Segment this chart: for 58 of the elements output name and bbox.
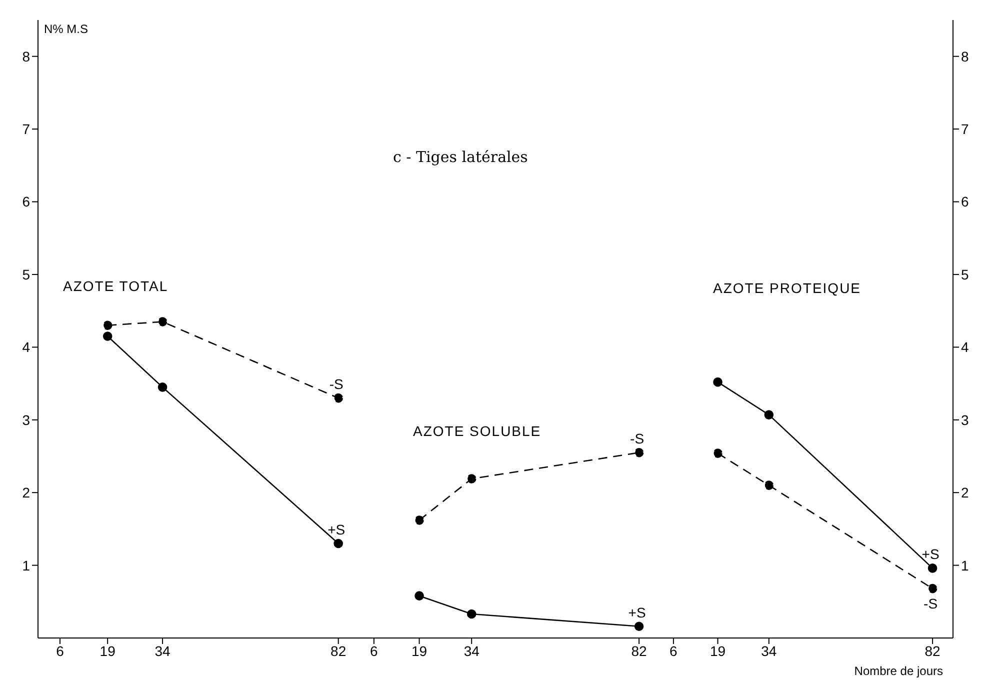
y-tick-label: 6 [22,194,30,210]
x-tick-label: 82 [330,642,346,659]
y2-tick-label: 4 [961,339,969,356]
y2-tick-label: 7 [961,121,969,138]
y2-tick-label: 2 [961,484,969,501]
y2-tick-label: 3 [961,412,969,428]
x-tick-label: 19 [100,642,116,659]
point [414,516,424,525]
x-tick-label: 82 [631,642,648,659]
point [334,538,343,548]
point [713,448,722,458]
point [764,410,774,420]
point [634,448,644,458]
y-tick-label: 5 [22,266,30,282]
point [102,320,112,330]
y-tick-label: 3 [22,412,30,428]
y-axis-title: N% M.S [44,22,88,36]
point [713,377,722,387]
point [334,393,343,403]
point [102,332,112,341]
x-axis-title: Nombre de jours [854,664,943,678]
point [764,480,774,490]
y-tick-label: 2 [22,484,30,501]
point [414,591,424,600]
text: AZOTE SOLUBLE [413,423,542,439]
y-tick-label: 8 [22,48,30,64]
series-label: -S [924,596,938,612]
x-tick-label: 82 [924,642,941,659]
y2-tick-label: 1 [961,557,969,574]
x-tick-label: 6 [670,642,678,659]
y2-tick-label: 5 [961,266,969,282]
point [158,317,168,326]
y-tick-label: 4 [22,339,30,356]
x-tick-label: 6 [370,642,378,659]
x-tick-label: 19 [710,642,726,659]
x-tick-label: 19 [411,642,428,659]
point [634,622,644,632]
series-label: -S [630,430,644,447]
y2-tick-label: 6 [961,194,969,210]
point [466,474,476,484]
series-label: +S [922,546,940,562]
y2-tick-label: 8 [961,48,969,64]
text: AZOTE PROTEIQUE [713,280,862,296]
x-tick-label: 34 [761,642,777,659]
series-label: -S [329,376,344,392]
x-tick-label: 6 [56,642,64,659]
text: AZOTE TOTAL [63,278,168,294]
series-label: +S [328,521,346,538]
annotation: c - Tiges latérales [393,148,528,166]
series-label: +S [628,604,646,620]
x-tick-label: 34 [464,642,480,659]
point [928,564,938,573]
point [158,382,168,392]
x-tick-label: 34 [154,642,171,659]
point [928,584,938,594]
y-tick-label: 7 [22,121,30,138]
point [466,609,476,619]
y-tick-label: 1 [22,557,30,574]
